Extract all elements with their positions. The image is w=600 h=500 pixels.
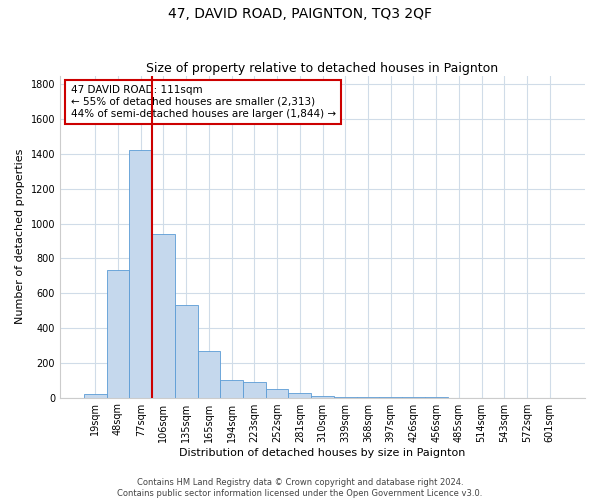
Text: 47, DAVID ROAD, PAIGNTON, TQ3 2QF: 47, DAVID ROAD, PAIGNTON, TQ3 2QF xyxy=(168,8,432,22)
Bar xyxy=(175,306,197,398)
Bar xyxy=(220,380,243,398)
Bar xyxy=(152,234,175,398)
Text: Contains HM Land Registry data © Crown copyright and database right 2024.
Contai: Contains HM Land Registry data © Crown c… xyxy=(118,478,482,498)
Y-axis label: Number of detached properties: Number of detached properties xyxy=(15,149,25,324)
X-axis label: Distribution of detached houses by size in Paignton: Distribution of detached houses by size … xyxy=(179,448,466,458)
Bar xyxy=(289,393,311,398)
Bar xyxy=(130,150,152,398)
Bar xyxy=(243,382,266,398)
Bar xyxy=(107,270,130,398)
Bar xyxy=(84,394,107,398)
Bar xyxy=(311,396,334,398)
Bar xyxy=(334,396,356,398)
Bar xyxy=(197,350,220,398)
Title: Size of property relative to detached houses in Paignton: Size of property relative to detached ho… xyxy=(146,62,499,74)
Bar xyxy=(266,389,289,398)
Text: 47 DAVID ROAD: 111sqm
← 55% of detached houses are smaller (2,313)
44% of semi-d: 47 DAVID ROAD: 111sqm ← 55% of detached … xyxy=(71,86,335,118)
Bar xyxy=(356,397,379,398)
